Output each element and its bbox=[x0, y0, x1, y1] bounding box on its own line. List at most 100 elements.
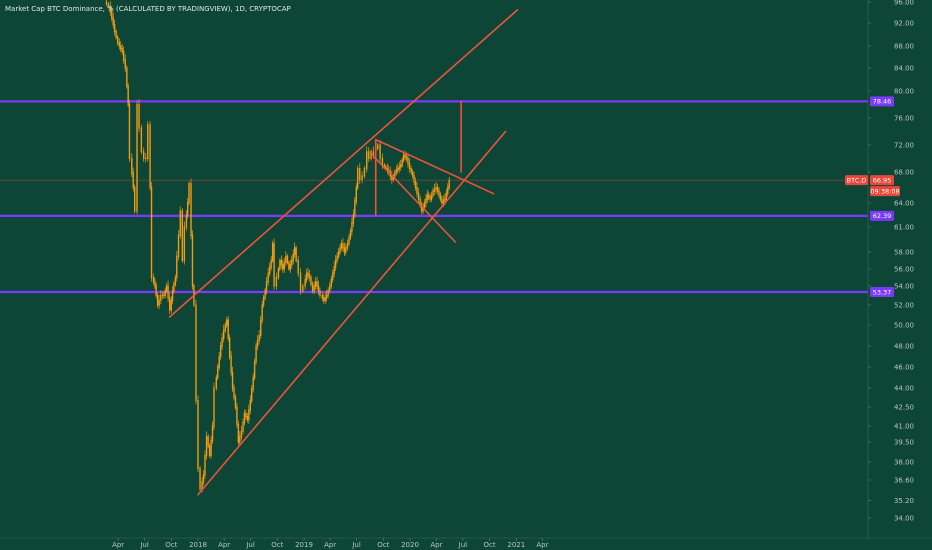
candle-body bbox=[243, 412, 246, 423]
candle-body bbox=[115, 31, 117, 38]
candle-body bbox=[408, 162, 411, 170]
candle-body bbox=[207, 436, 209, 447]
candle-body bbox=[357, 168, 359, 189]
x-tick-label: 2019 bbox=[295, 541, 313, 549]
y-tick-label: 76.00 bbox=[894, 114, 914, 122]
y-tick-label: 42.50 bbox=[894, 403, 914, 411]
candle-body bbox=[240, 430, 243, 438]
candle-body bbox=[368, 151, 370, 160]
y-tick-label: 34.00 bbox=[894, 514, 914, 522]
level-value-tag: 78.46 bbox=[873, 98, 892, 106]
candle-body bbox=[321, 294, 323, 299]
candle-body bbox=[177, 234, 180, 258]
candle-body bbox=[211, 425, 214, 442]
candle-body bbox=[349, 230, 352, 239]
candle-body bbox=[258, 334, 260, 342]
y-tick-label: 48.00 bbox=[894, 342, 914, 350]
candle-body bbox=[261, 304, 263, 321]
candle-body bbox=[150, 186, 153, 279]
candle-body bbox=[273, 243, 275, 287]
candle-body bbox=[239, 436, 241, 443]
candle-body bbox=[133, 186, 136, 212]
candle-body bbox=[391, 175, 393, 181]
y-tick-label: 50.00 bbox=[894, 321, 914, 329]
candle-body bbox=[385, 166, 387, 170]
x-tick-label: Oct bbox=[484, 541, 496, 549]
candle-body bbox=[397, 168, 399, 171]
candle-body bbox=[118, 42, 120, 47]
candle-body bbox=[304, 279, 306, 287]
candle-body bbox=[228, 337, 231, 358]
candle-body bbox=[297, 259, 299, 274]
candle-body bbox=[342, 243, 344, 249]
candle-body bbox=[155, 285, 157, 297]
candle-body bbox=[305, 272, 308, 281]
last-value-tag-bg bbox=[870, 175, 894, 186]
candle-body bbox=[317, 285, 320, 292]
candle-body bbox=[348, 236, 350, 245]
candle-body bbox=[205, 436, 208, 457]
candle-body bbox=[327, 290, 329, 297]
candle-body bbox=[442, 200, 445, 204]
x-tick-label: 2018 bbox=[189, 541, 207, 549]
candle-body bbox=[107, 3, 110, 7]
candle-body bbox=[359, 168, 361, 181]
candle-body bbox=[227, 319, 229, 339]
candle-body bbox=[149, 124, 151, 189]
candle-body bbox=[329, 285, 331, 292]
trendline bbox=[371, 154, 457, 243]
y-tick-label: 80.00 bbox=[894, 87, 914, 95]
candle-body bbox=[407, 157, 409, 165]
level-value-tag-bg bbox=[870, 210, 894, 221]
candle-body bbox=[429, 196, 431, 200]
candle-body bbox=[370, 151, 372, 160]
candle-body bbox=[210, 440, 212, 456]
candle-body bbox=[160, 294, 162, 301]
x-tick-label: Jul bbox=[351, 541, 361, 549]
candle-body bbox=[221, 337, 223, 347]
y-tick-label: 61.00 bbox=[894, 223, 914, 231]
candle-body bbox=[325, 294, 328, 299]
candle-body bbox=[379, 144, 381, 160]
candle-body bbox=[164, 290, 166, 297]
candle-body bbox=[332, 272, 334, 281]
candle-body bbox=[400, 164, 402, 168]
x-tick-label: Apr bbox=[112, 541, 124, 549]
candle-body bbox=[366, 151, 368, 170]
candle-body bbox=[174, 276, 177, 285]
candle-body bbox=[323, 297, 325, 301]
candle-body bbox=[299, 272, 302, 292]
candle-body bbox=[217, 366, 219, 379]
candle-body bbox=[295, 247, 297, 262]
candle-body bbox=[334, 259, 337, 268]
level-value-tag: 62.39 bbox=[873, 212, 892, 220]
trendline bbox=[374, 138, 495, 195]
candle-body bbox=[112, 17, 114, 26]
candle-body bbox=[330, 279, 332, 287]
candle-body bbox=[171, 290, 174, 301]
candle-body bbox=[419, 198, 421, 206]
candle-body bbox=[165, 285, 168, 292]
candle-body bbox=[363, 168, 366, 177]
candle-body bbox=[142, 151, 145, 160]
candle-body bbox=[128, 103, 131, 160]
candle-body bbox=[219, 345, 222, 358]
candle-body bbox=[441, 198, 443, 204]
candle-body bbox=[191, 234, 194, 287]
candle-body bbox=[111, 11, 113, 19]
candle-body bbox=[218, 355, 220, 368]
candle-body bbox=[282, 264, 284, 270]
candle-body bbox=[245, 412, 247, 418]
candle-body bbox=[265, 281, 268, 292]
countdown-tag-bg bbox=[870, 186, 900, 197]
x-tick-label: Jul bbox=[245, 541, 255, 549]
candle-body bbox=[249, 400, 251, 411]
candle-body bbox=[156, 294, 159, 306]
candle-body bbox=[292, 253, 294, 262]
candle-body bbox=[271, 243, 274, 262]
candle-body bbox=[252, 376, 254, 390]
candle-body bbox=[195, 304, 197, 402]
candle-body bbox=[383, 164, 386, 168]
candle-body bbox=[420, 204, 423, 212]
